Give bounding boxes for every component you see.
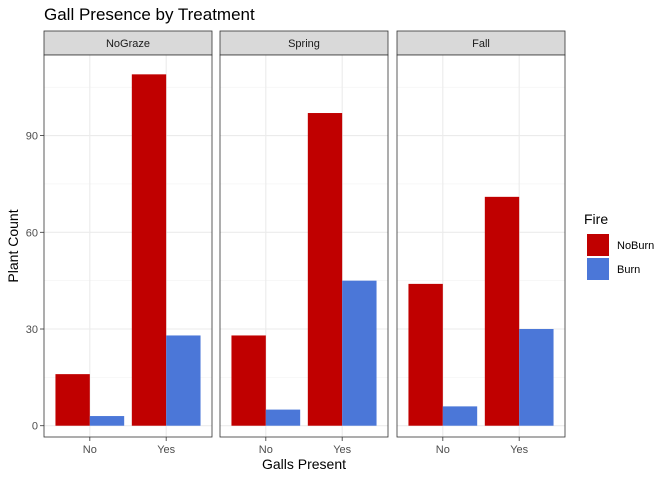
strip-background [219, 30, 389, 56]
x-tick-label: No [259, 444, 273, 456]
legend-label-burn: Burn [617, 264, 640, 276]
strip-label: Spring [288, 38, 320, 50]
bar-fall-burn-yes [519, 329, 554, 426]
y-tick-label: 60 [26, 227, 38, 239]
x-tick-label: Yes [333, 444, 351, 456]
strip-background [396, 30, 566, 56]
bar-spring-noburn-yes [307, 113, 343, 426]
y-tick-label: 90 [26, 131, 38, 143]
bar-spring-noburn-no [231, 335, 266, 426]
x-tick-label: Yes [157, 444, 175, 456]
x-tick-label: No [436, 444, 450, 456]
x-axis-title: Galls Present [262, 456, 346, 472]
panel-border [219, 54, 389, 438]
legend-title: Fire [584, 211, 608, 227]
panel-spring: Spring No Yes [219, 30, 389, 456]
panel-border [43, 54, 213, 438]
x-tick-label: Yes [510, 444, 528, 456]
legend-label-noburn: NoBurn [617, 240, 654, 252]
y-axis-title: Plant Count [5, 209, 21, 282]
bar-fall-noburn-yes [484, 196, 520, 426]
panel-nograze: NoGraze No Yes [43, 30, 213, 456]
strip-label: NoGraze [106, 38, 150, 50]
panel-border [396, 54, 566, 438]
bar-fall-noburn-no [408, 283, 443, 426]
panel-fall: Fall No Yes [396, 30, 566, 456]
bar-fall-burn-no [442, 406, 478, 426]
chart-title: Gall Presence by Treatment [44, 5, 255, 24]
y-axis-ticks: 0 30 60 90 [26, 131, 44, 433]
bar-nograze-burn-no [89, 416, 125, 426]
legend: Fire NoBurn Burn [584, 211, 654, 280]
strip-background [43, 30, 213, 56]
x-tick-label: No [83, 444, 97, 456]
bar-nograze-noburn-no [55, 374, 90, 426]
bar-spring-burn-no [265, 409, 301, 426]
panels: NoGraze No Yes Spring No Yes Fall No Yes [43, 30, 566, 456]
y-tick-label: 30 [26, 324, 38, 336]
strip-label: Fall [472, 38, 490, 50]
bar-nograze-burn-yes [166, 335, 201, 426]
legend-key-burn [587, 258, 609, 280]
bar-nograze-noburn-yes [131, 74, 167, 426]
legend-key-noburn [587, 234, 609, 256]
y-tick-label: 0 [32, 421, 38, 433]
bar-spring-burn-yes [342, 280, 377, 426]
